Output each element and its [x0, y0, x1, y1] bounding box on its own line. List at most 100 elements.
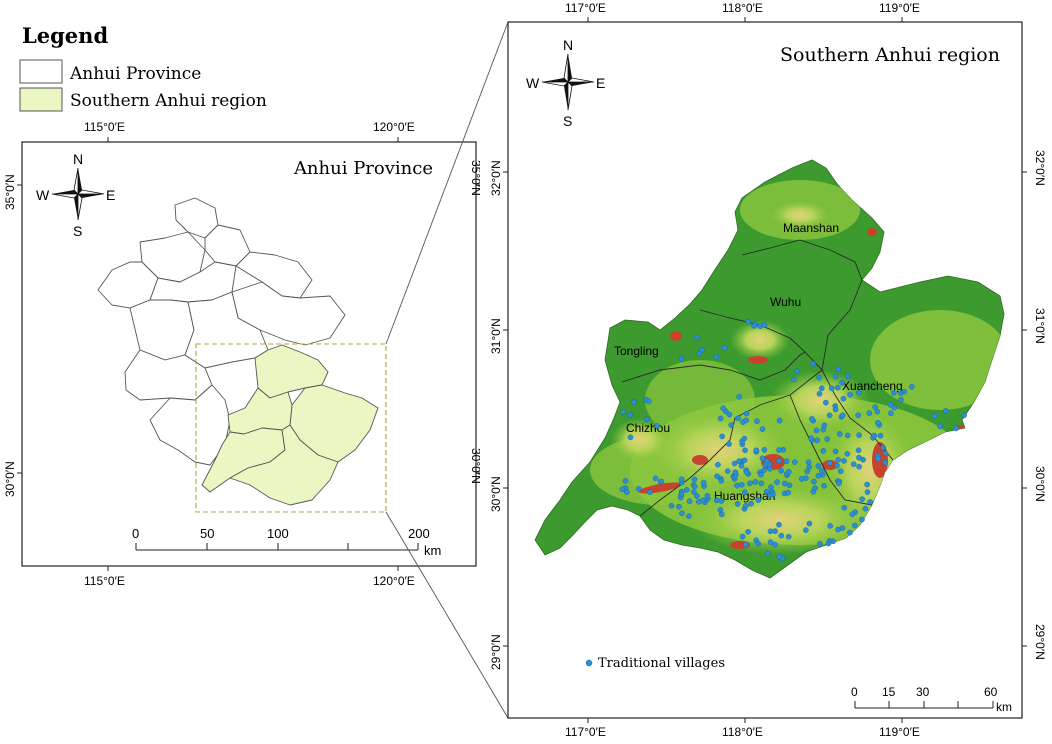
village-marker	[761, 447, 768, 453]
right-scale-label-60: 60	[984, 685, 998, 699]
village-marker	[778, 467, 784, 474]
village-marker	[786, 468, 792, 475]
village-marker	[798, 476, 805, 482]
village-marker	[832, 373, 839, 380]
city-label-maanshan: Maanshan	[783, 221, 839, 235]
village-marker	[719, 433, 725, 440]
village-marker	[891, 389, 897, 396]
village-marker	[794, 368, 800, 375]
village-marker	[676, 503, 682, 510]
village-marker	[678, 355, 685, 362]
village-marker	[741, 489, 748, 496]
right-right-tick-29n: 29°0′N	[1033, 624, 1047, 660]
left-compass-icon: N S E W	[36, 151, 115, 239]
village-marker	[791, 376, 797, 383]
village-marker	[743, 502, 749, 509]
village-marker	[745, 319, 752, 325]
village-marker	[735, 415, 741, 422]
village-marker	[743, 541, 749, 548]
village-marker	[761, 467, 767, 474]
village-marker	[859, 496, 865, 502]
left-map-title: Anhui Province	[293, 158, 433, 179]
city-label-xuancheng: Xuancheng	[842, 379, 903, 393]
village-marker	[897, 390, 904, 397]
village-marker	[809, 416, 815, 422]
right-right-tick-31n: 31°0′N	[1033, 308, 1047, 344]
village-marker	[743, 417, 749, 424]
left-left-tick-35n: 35°0′N	[3, 174, 17, 210]
village-marker	[882, 459, 889, 466]
left-scale-label-50: 50	[200, 526, 214, 541]
village-marker	[694, 493, 700, 499]
village-marker	[635, 485, 642, 492]
village-marker	[774, 479, 780, 485]
village-marker	[841, 504, 848, 511]
village-marker	[691, 483, 698, 490]
village-marker	[871, 432, 878, 439]
village-marker	[818, 385, 825, 392]
right-scale-label-30: 30	[916, 685, 930, 699]
village-marker	[812, 485, 818, 491]
village-marker	[732, 469, 739, 476]
village-marker	[759, 455, 766, 462]
left-bottom-tick-115e: 115°0′E	[84, 574, 125, 588]
village-marker	[817, 540, 823, 547]
legend-swatch-anhui	[19, 59, 63, 84]
village-marker	[827, 460, 833, 466]
right-compass-s: S	[563, 113, 572, 129]
village-marker	[860, 456, 866, 463]
village-marker	[856, 432, 862, 439]
village-marker	[751, 322, 758, 329]
village-marker	[686, 513, 692, 520]
village-marker	[832, 406, 839, 413]
village-marker	[734, 482, 740, 489]
right-scale-unit: km	[996, 700, 1012, 714]
village-marker	[776, 521, 782, 528]
left-top-tick-115e: 115°0′E	[84, 120, 125, 134]
village-marker	[691, 476, 698, 483]
village-marker	[849, 511, 856, 518]
village-marker	[736, 458, 742, 464]
left-compass-e: E	[106, 187, 115, 203]
right-left-tick-30n: 30°0′N	[489, 476, 503, 512]
village-marker	[647, 489, 653, 495]
village-marker	[743, 469, 750, 476]
right-top-tick-119e: 119°0′E	[879, 1, 920, 15]
left-left-tick-30n: 30°0′N	[3, 461, 17, 497]
village-marker	[759, 426, 766, 432]
village-marker	[753, 447, 760, 454]
village-marker	[847, 529, 853, 536]
village-marker	[838, 468, 844, 475]
village-marker	[824, 436, 831, 442]
right-compass-w: W	[526, 75, 540, 91]
southern-anhui-region	[201, 344, 379, 506]
left-scale-label-200: 200	[408, 526, 430, 541]
village-marker	[714, 473, 720, 480]
village-marker	[700, 479, 707, 486]
village-marker	[847, 391, 853, 398]
village-marker	[684, 487, 690, 493]
village-marker	[767, 465, 773, 472]
village-marker	[719, 511, 725, 518]
left-scale-label-0: 0	[132, 526, 139, 541]
village-marker	[694, 334, 700, 341]
village-marker	[808, 435, 814, 442]
left-scale-bar	[135, 543, 419, 551]
village-marker	[717, 415, 724, 422]
village-marker	[867, 499, 874, 505]
village-marker	[718, 498, 725, 504]
village-marker	[850, 461, 857, 468]
village-marker	[820, 426, 827, 433]
legend-swatch-southern-anhui	[19, 87, 63, 112]
village-marker	[631, 399, 637, 406]
village-marker	[758, 471, 764, 478]
village-marker	[877, 432, 884, 439]
village-marker	[839, 525, 846, 531]
right-left-tick-29n: 29°0′N	[489, 634, 503, 670]
southern-anhui-map: 117°0′E 118°0′E 119°0′E 117°0′E 118°0′E …	[489, 1, 1047, 739]
legend-title: Legend	[22, 23, 108, 48]
village-marker	[767, 492, 773, 499]
left-scale-label-100: 100	[267, 526, 289, 541]
village-marker	[882, 450, 889, 457]
village-marker	[856, 389, 862, 396]
